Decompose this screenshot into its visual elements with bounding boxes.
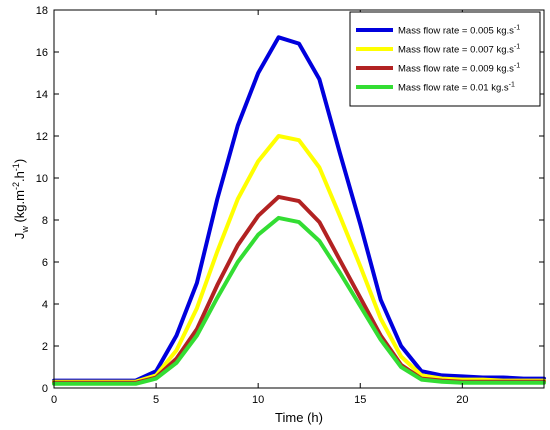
x-tick-label: 15 (354, 394, 366, 406)
y-axis-title: Jw (kg.m-2.h-1) (11, 159, 30, 239)
y-tick-label: 8 (42, 215, 48, 227)
legend: Mass flow rate = 0.005 kg.s-1 Mass flow r… (349, 11, 541, 107)
legend-label-4: Mass flow rate = 0.01 kg.s-1 (398, 82, 515, 94)
x-tick-label: 10 (252, 394, 264, 406)
x-tick-label: 5 (153, 394, 159, 406)
legend-label-1: Mass flow rate = 0.005 kg.s-1 (398, 25, 520, 37)
legend-label-3: Mass flow rate = 0.009 kg.s-1 (398, 63, 520, 75)
y-tick-label: 12 (36, 131, 48, 143)
legend-label-2: Mass flow rate = 0.007 kg.s-1 (398, 44, 520, 56)
y-tick-label: 16 (36, 47, 48, 59)
series-layer (52, 35, 546, 386)
plot-frame (53, 9, 545, 389)
ticks-layer: 0 5 10 15 20 0 2 4 6 8 10 12 14 16 18 (36, 5, 544, 406)
y-tick-label: 6 (42, 257, 48, 269)
y-tick-label: 4 (42, 299, 48, 311)
x-tick-label: 20 (456, 394, 468, 406)
y-tick-label: 18 (36, 5, 48, 17)
y-tick-label: 10 (36, 173, 48, 185)
y-tick-label: 0 (42, 383, 48, 395)
legend-box (349, 11, 541, 107)
x-axis-title: Time (h) (275, 410, 323, 425)
y-tick-label: 14 (36, 89, 48, 101)
y-tick-label: 2 (42, 341, 48, 353)
x-tick-label: 0 (51, 394, 57, 406)
series-line-4 (52, 215, 546, 386)
legend-items: Mass flow rate = 0.005 kg.s-1 Mass flow r… (356, 25, 520, 94)
